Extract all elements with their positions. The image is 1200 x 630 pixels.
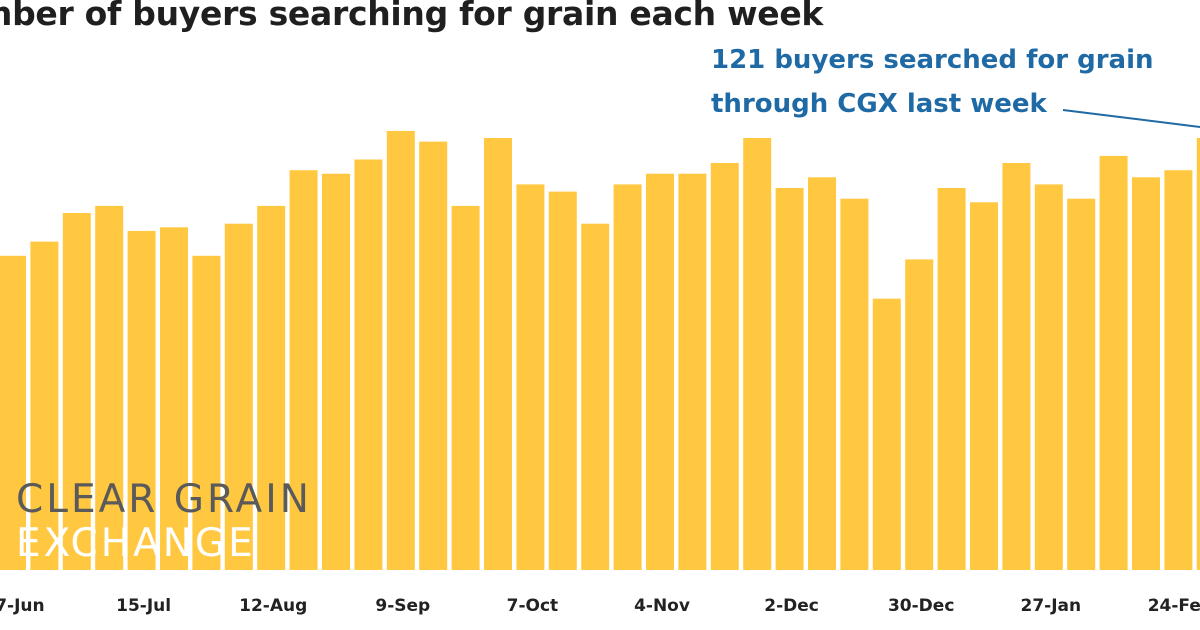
bar-21-Oct <box>581 223 610 570</box>
bar-17-Feb <box>1132 177 1160 571</box>
x-tick-label: 15-Jul <box>116 596 171 616</box>
x-tick-label: 9-Sep <box>375 596 430 616</box>
bar-2-Dec <box>775 188 804 570</box>
bar-2-Sep <box>354 159 383 570</box>
bar-6-Jan <box>937 188 966 570</box>
x-tick-label: 2-Dec <box>764 596 819 616</box>
bar-9-Dec <box>808 177 836 571</box>
bar-27-Jan <box>1034 184 1063 570</box>
bars-layer <box>0 130 1200 571</box>
bar-11-Nov <box>678 173 707 570</box>
bar-15-Jul <box>127 230 156 570</box>
bar-10-Feb <box>1099 155 1128 570</box>
bar-30-Sep <box>484 138 512 570</box>
bar-26-Aug <box>322 173 350 570</box>
chart-title: mber of buyers searching for grain each … <box>0 0 824 33</box>
bar-1-Jul <box>62 213 91 570</box>
annotation: 121 buyers searched for grain through CG… <box>711 38 1181 126</box>
x-tick-label: 27-Jan <box>1020 596 1081 616</box>
x-tick-label: 30-Dec <box>888 596 954 616</box>
bar-3-Mar <box>1196 138 1200 570</box>
bar-16-Dec <box>840 198 869 570</box>
bar-18-Nov <box>710 163 739 570</box>
annotation-line-2: through CGX last week <box>711 89 1047 119</box>
bar-30-Dec <box>905 259 934 570</box>
logo-line-1: CLEAR GRAIN <box>16 477 312 522</box>
bar-14-Oct <box>548 191 577 570</box>
bar-25-Nov <box>743 138 772 570</box>
annotation-callout-line <box>1062 109 1200 128</box>
bar-23-Dec <box>872 298 901 570</box>
bar-8-Jul <box>95 205 124 570</box>
annotation-line-1: 121 buyers searched for grain <box>711 45 1154 75</box>
bar-23-Sep <box>451 205 480 570</box>
x-tick-label: 4-Nov <box>634 596 690 616</box>
x-tick-label: 7-Oct <box>507 596 559 616</box>
bar-24-Feb <box>1164 170 1193 570</box>
bar-20-Jan <box>1002 163 1031 570</box>
bar-28-Oct <box>613 184 642 570</box>
clear-grain-exchange-logo: CLEAR GRAIN EXCHANGE <box>16 478 312 566</box>
bar-3-Feb <box>1067 198 1096 570</box>
bar-4-Nov <box>646 173 674 570</box>
bar-17-Jun <box>0 255 26 571</box>
bar-13-Jan <box>970 202 998 571</box>
bar-12-Aug <box>257 205 286 570</box>
bar-7-Oct <box>516 184 545 570</box>
bar-9-Sep <box>386 130 415 570</box>
x-tick-label: 12-Aug <box>239 596 307 616</box>
bar-16-Sep <box>419 141 448 570</box>
bar-5-Aug <box>224 223 253 570</box>
bar-22-Jul <box>160 227 188 571</box>
bar-19-Aug <box>289 170 318 570</box>
logo-line-2: EXCHANGE <box>16 521 256 566</box>
x-axis-tick-labels: 17-Jun 15-Jul 12-Aug 9-Sep 7-Oct 4-Nov 2-Dec 30… <box>0 596 1200 616</box>
x-tick-label: 17-Jun <box>0 596 45 616</box>
bar-24-Jun <box>30 241 59 570</box>
bar-29-Jul <box>192 255 221 571</box>
x-tick-label: 24-Feb <box>1148 596 1200 616</box>
